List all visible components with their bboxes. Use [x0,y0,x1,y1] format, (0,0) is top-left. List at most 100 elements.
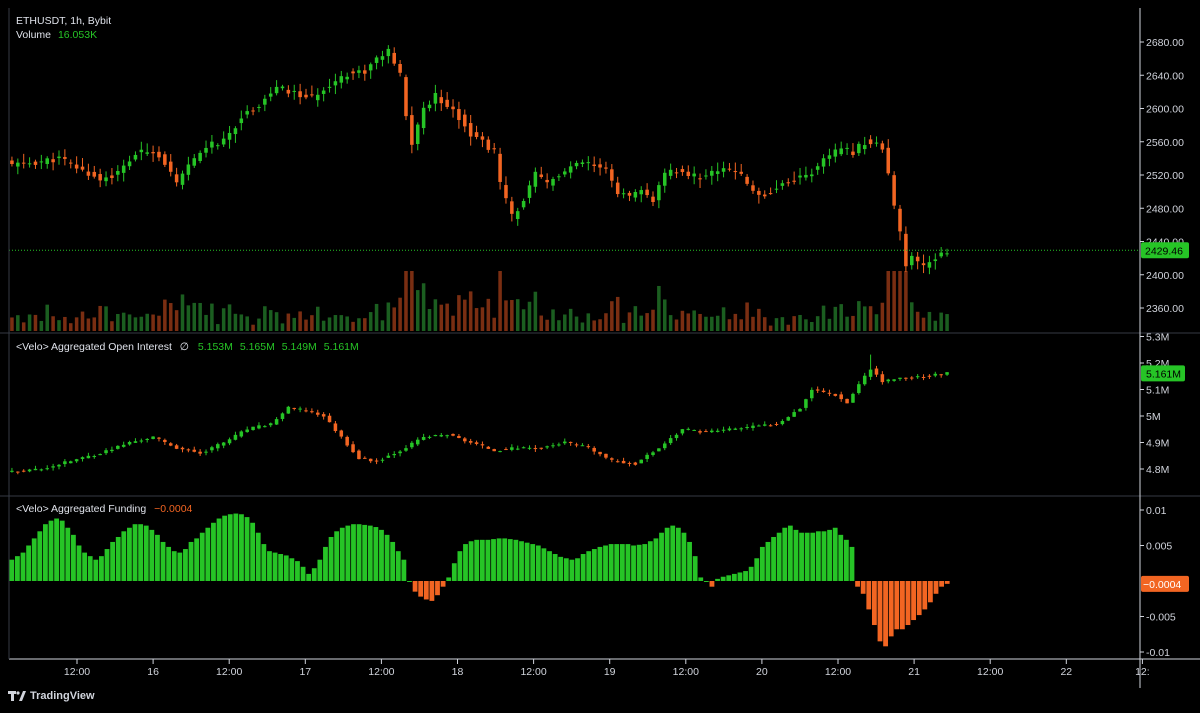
funding-bar [815,531,821,581]
oi-candle [192,449,197,452]
volume-bar [686,313,691,331]
candle [139,149,144,153]
price-candles[interactable] [9,45,1140,275]
candle [116,170,120,175]
funding-bar [619,544,625,581]
funding-bar [524,542,530,581]
oi-candle [304,410,308,412]
oi-candle [392,453,396,456]
oi-candle [627,462,632,464]
volume-bar [110,321,114,331]
funding-bar [199,532,205,581]
funding-bar [261,544,267,581]
funding-bar [401,559,407,581]
candle [839,148,843,155]
oi-candle [668,438,673,444]
oi-candle [762,424,767,426]
candle [557,176,561,178]
oi-candle [316,412,320,415]
candle [63,157,67,159]
funding-bar [860,581,866,594]
candle [310,94,314,96]
candle [474,132,479,137]
funding-bar [345,525,351,581]
oi-candle [874,368,879,375]
candle [216,145,220,147]
volume-bar [333,315,338,331]
candle [627,192,632,196]
oi-candle [110,449,114,452]
funding-bar [171,551,177,581]
funding-bar [267,551,272,581]
funding-bar [26,545,32,581]
funding-last-tag [1141,575,1189,592]
candle [792,180,796,182]
price-tick-label: 2360.00 [1146,303,1184,315]
funding-legend[interactable]: <Velo> Aggregated Funding −0.0004 [16,502,192,516]
candle [404,77,408,117]
candle [651,196,655,202]
funding-bars[interactable] [9,513,950,647]
funding-bar [513,539,519,581]
volume-bar [174,310,179,331]
volume-bar [163,299,167,331]
volume-bar [98,305,102,331]
funding-bar [843,539,849,581]
volume-bar [739,319,743,331]
candle [568,166,573,173]
oi-candle [292,407,297,409]
oi-legend[interactable]: <Velo> Aggregated Open Interest ∅ 5.153M… [16,340,359,354]
funding-bar [675,527,681,581]
candle [592,164,596,166]
oi-candle [651,452,655,455]
volume-bar [151,314,155,331]
volume-bar [216,324,220,331]
volume-bar [515,299,520,331]
oi-candle [368,458,373,462]
candle [715,171,720,174]
oi-candle [539,447,544,449]
oi-candle [704,431,708,433]
oi-candle [521,447,526,449]
oi-candle [274,419,279,425]
volume-bar [568,308,573,331]
funding-bar [877,581,883,642]
funding-bar [59,520,65,581]
candle [286,89,291,94]
oi-candle [810,389,814,399]
funding-bar [911,581,916,621]
volume-bar [745,302,749,331]
oi-candle [721,429,726,431]
tradingview-footer[interactable]: TradingView [8,690,95,702]
oi-candle [862,375,867,385]
funding-bar [15,556,20,581]
candle [780,183,785,186]
oi-candle [321,414,326,417]
volume-bar [498,271,502,331]
candle [539,174,544,177]
volume-bar [598,319,602,331]
candle [174,174,179,183]
oi-candle [898,377,902,379]
oi-candle [80,457,85,459]
symbol-line: ETHUSDT, 1h, Bybit [16,15,112,27]
candle [380,56,385,60]
candle [662,172,667,186]
candle [604,167,608,169]
oi-candle [451,433,455,436]
candle [16,162,20,167]
volume-bar [451,315,455,331]
oi-candle [686,428,691,430]
volume-bar [263,306,267,331]
open-interest-candles[interactable] [10,354,949,475]
volume-bar [463,299,467,331]
candle [45,158,49,165]
oi-candle [121,444,126,447]
candle [845,147,849,149]
symbol-legend[interactable]: ETHUSDT, 1h, Bybit Volume 16.053K [16,14,111,42]
price-tick-label: 2480.00 [1146,203,1184,215]
candle [180,173,185,185]
funding-bar [468,541,474,581]
price-tick-label: 2400.00 [1146,270,1184,282]
